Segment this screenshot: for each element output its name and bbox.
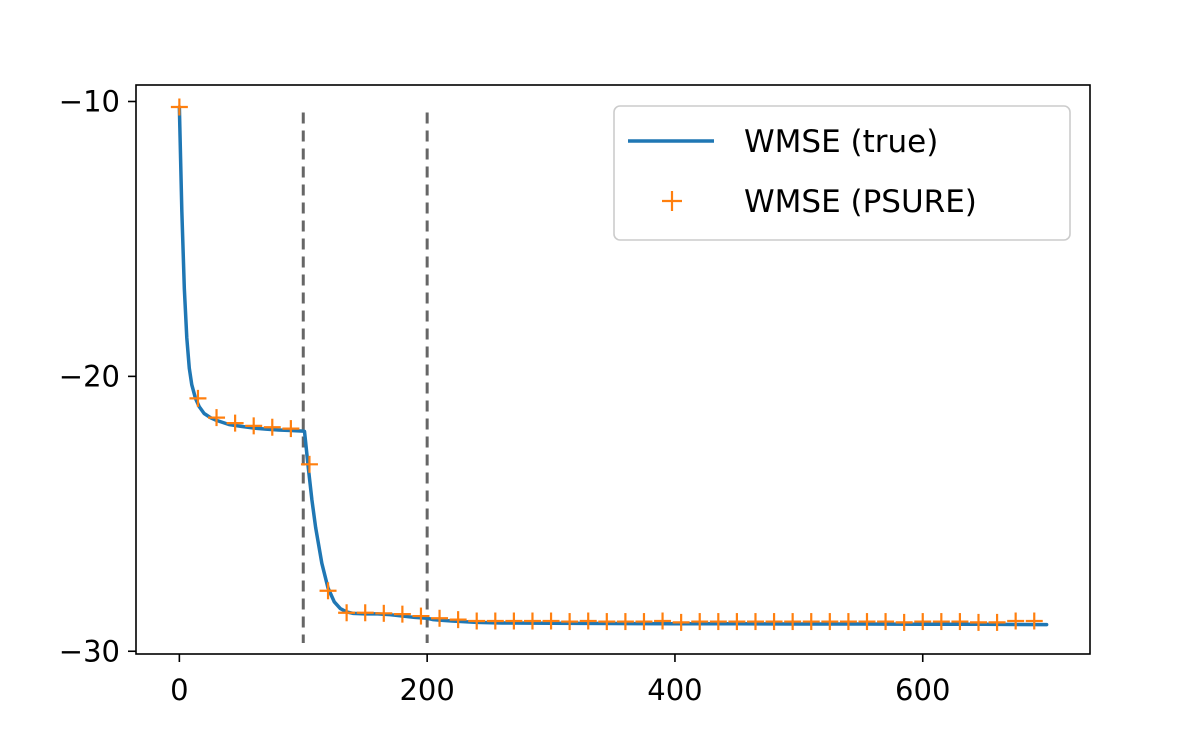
y-tick-label: −20 (59, 359, 120, 393)
data-point-psure (449, 611, 467, 629)
legend-label-true: WMSE (true) (744, 124, 938, 160)
data-point-psure (951, 613, 969, 631)
y-tick-label: −30 (59, 634, 120, 668)
data-point-psure (561, 613, 579, 631)
series-layer (170, 98, 1049, 631)
x-tick-label: 0 (170, 673, 188, 707)
legend-marker-swatch (662, 191, 682, 211)
reference-lines (301, 112, 429, 644)
y-tick-label: −10 (59, 84, 120, 118)
data-point-psure (839, 613, 857, 631)
data-point-psure (691, 613, 709, 631)
legend-label-psure: WMSE (PSURE) (744, 184, 977, 220)
data-point-psure (208, 409, 226, 427)
data-point-psure (877, 613, 895, 631)
data-point-psure (635, 613, 653, 631)
x-tick-label: 200 (399, 673, 454, 707)
x-tick-label: 600 (895, 673, 950, 707)
data-point-psure (319, 582, 337, 600)
data-point-psure (338, 604, 356, 622)
data-point-psure (486, 612, 504, 630)
data-point-psure (784, 613, 802, 631)
data-point-psure (858, 613, 876, 631)
legend: WMSE (true) WMSE (PSURE) (613, 105, 1071, 241)
data-point-psure (170, 98, 188, 116)
data-point-psure (932, 613, 950, 631)
legend-box (613, 105, 1071, 241)
data-point-psure (523, 612, 541, 630)
data-point-psure (468, 612, 486, 630)
data-point-psure (914, 613, 932, 631)
data-point-psure (542, 612, 560, 630)
data-point-psure (616, 613, 634, 631)
data-point-psure (598, 613, 616, 631)
data-point-psure (821, 613, 839, 631)
data-point-psure (654, 612, 672, 630)
data-point-psure (765, 613, 783, 631)
data-point-psure (1025, 612, 1043, 630)
data-point-psure (709, 613, 727, 631)
x-axis: 0 200 400 600 (170, 654, 950, 707)
data-point-psure (300, 455, 318, 473)
data-point-psure (802, 613, 820, 631)
data-point-psure (375, 604, 393, 622)
data-point-psure (969, 613, 987, 631)
data-point-psure (189, 389, 207, 407)
x-tick-label: 400 (647, 673, 702, 707)
data-point-psure (505, 612, 523, 630)
data-point-psure (245, 417, 263, 435)
data-point-psure (226, 414, 244, 432)
data-point-psure (431, 609, 449, 627)
plot-frame (135, 84, 1091, 655)
data-point-psure (356, 604, 374, 622)
y-axis: −10 −20 −30 (59, 84, 136, 668)
data-point-psure (746, 613, 764, 631)
data-point-psure (672, 613, 690, 631)
data-point-psure (1007, 612, 1025, 630)
data-point-psure (728, 613, 746, 631)
data-point-psure (412, 607, 430, 625)
data-point-psure (393, 605, 411, 623)
data-point-psure (579, 612, 597, 630)
data-point-psure (282, 420, 300, 438)
data-point-psure (263, 418, 281, 436)
data-point-psure (895, 613, 913, 631)
data-point-psure (988, 613, 1006, 631)
series-line-wmse-true (177, 105, 1049, 627)
